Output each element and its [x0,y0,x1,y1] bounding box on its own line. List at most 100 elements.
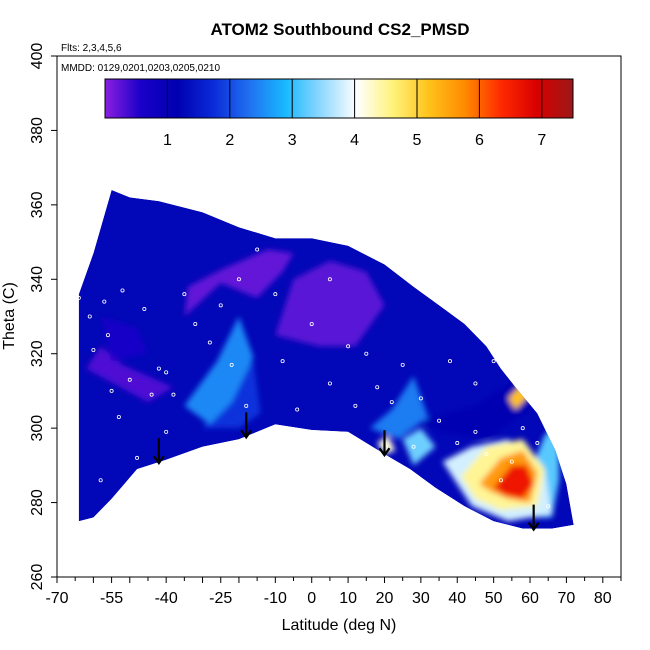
observation-point [455,441,460,446]
y-tick-label: 320 [29,340,46,367]
observation-point [98,478,103,483]
y-axis-label: Theta (C) [1,282,18,350]
plot-frame [56,55,622,578]
observation-point [135,455,140,460]
field-patch [86,346,174,403]
x-tick-label: 20 [376,590,394,607]
dates-note: MMDD: 0129,0201,0203,0205,0210 [61,63,220,74]
x-tick-label: -70 [45,590,68,607]
observation-point [418,396,423,401]
x-tick-label: 0 [307,590,316,607]
observation-point [105,333,110,338]
observation-point [109,388,114,393]
observation-point [520,426,525,431]
observation-point [171,392,176,397]
flights-note: Flts: 2,3,4,5,6 [61,43,122,54]
x-tick-label: 70 [558,590,576,607]
x-tick-label: 10 [339,590,357,607]
observation-point [295,407,300,412]
observation-point [535,441,540,446]
colorbar-tick-label: 2 [225,132,234,149]
observation-point [76,295,81,300]
chart-title: ATOM2 Southbound CS2_PMSD [210,20,469,39]
observation-point [400,362,405,367]
observation-point [91,347,96,352]
observation-point [473,429,478,434]
observation-point [327,381,332,386]
observation-point [229,362,234,367]
observation-point [149,392,154,397]
colorbar-tick-label: 6 [475,132,484,149]
field-patch [369,376,429,440]
observation-point [193,321,198,326]
observation-point [437,418,442,423]
observation-point [207,340,212,345]
observation-point [102,299,107,304]
y-tick-label: 300 [29,415,46,442]
data-field [78,190,574,529]
observation-point [473,381,478,386]
arrow-marker [152,438,165,465]
colorbar-tick-label: 7 [537,132,546,149]
observation-point [127,377,132,382]
observation-point [200,455,205,460]
x-axis-label: Latitude (deg N) [282,617,397,634]
colorbar-tick-label: 4 [350,132,359,149]
observation-point [353,403,358,408]
x-tick-label: 80 [594,590,612,607]
observation-point [491,359,496,364]
y-tick-label: 280 [29,489,46,516]
x-tick-label: 50 [485,590,503,607]
observation-point [509,459,514,464]
x-tick-label: -25 [209,590,232,607]
colorbar: 1 2 3 4 5 6 7 [104,78,574,149]
colorbar-tick-label: 1 [163,132,172,149]
observation-point [389,400,394,405]
x-tick-label: -10 [264,590,287,607]
y-axis: 260 280 300 320 340 360 380 400 [29,43,57,591]
observation-point [156,366,161,371]
observation-points [76,247,551,509]
x-tick-label: -40 [155,590,178,607]
observation-point [327,277,332,282]
observation-point [142,307,147,312]
arrow-marker [527,504,540,532]
field-patch [402,428,436,466]
observation-point [364,351,369,356]
field-clip-group [78,190,574,529]
colorbar-gradient [104,78,574,119]
observation-point [484,452,489,457]
x-tick-label: -55 [100,590,123,607]
observation-point [546,504,551,509]
x-axis: -70 -55 -40 -25 -10 0 10 20 30 40 50 60 70 80 [45,577,622,607]
arrow-marker [378,430,391,458]
observation-point [498,478,503,483]
colorbar-tick-label: 5 [413,132,422,149]
observation-point [346,344,351,349]
observation-point [280,359,285,364]
field-patch [184,316,254,425]
observation-point [309,321,314,326]
observation-point [255,247,260,252]
observation-point [447,359,452,364]
arrow-marker [240,412,253,440]
observation-point [273,292,278,297]
observation-point [116,414,121,419]
y-tick-label: 260 [29,564,46,591]
field-patch [184,249,294,317]
field-patch [100,316,148,362]
observation-point [411,444,416,449]
observation-point [164,429,169,434]
y-tick-label: 340 [29,266,46,293]
y-tick-label: 380 [29,117,46,144]
observation-point [375,385,380,390]
x-tick-label: 60 [521,590,539,607]
arrow-markers [152,412,540,532]
x-tick-label: 30 [412,590,430,607]
x-tick-label: 40 [448,590,466,607]
observation-point [87,314,92,319]
observation-point [182,292,187,297]
observation-point [164,370,169,375]
y-tick-label: 400 [29,43,46,70]
